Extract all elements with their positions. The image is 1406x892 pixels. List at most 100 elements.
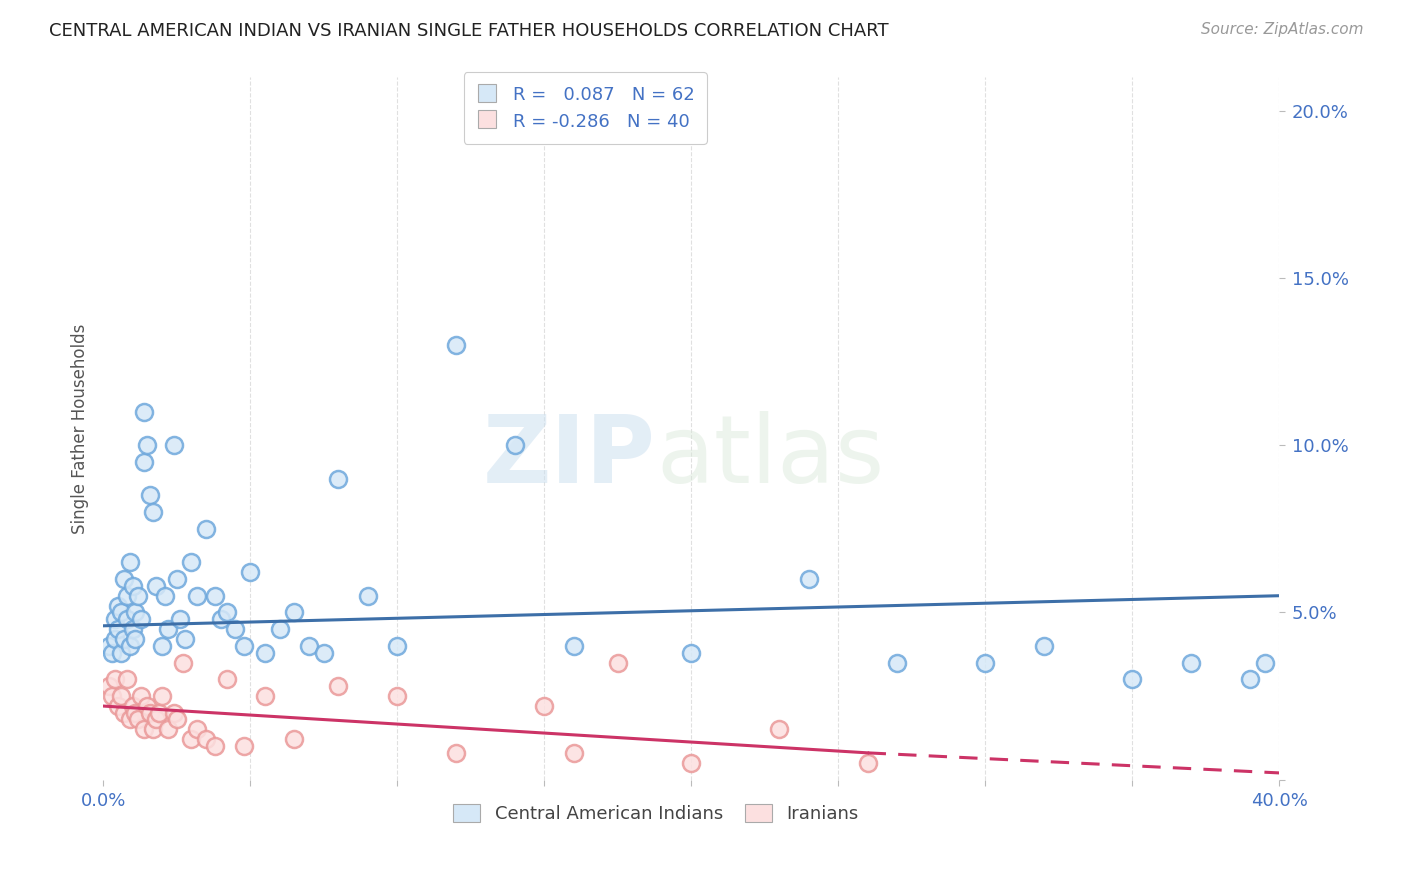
Point bbox=[797, 572, 820, 586]
Point bbox=[139, 488, 162, 502]
Point bbox=[134, 455, 156, 469]
Point bbox=[110, 689, 132, 703]
Point bbox=[886, 656, 908, 670]
Point bbox=[186, 723, 208, 737]
Point bbox=[768, 723, 790, 737]
Point bbox=[209, 612, 232, 626]
Point bbox=[118, 639, 141, 653]
Point bbox=[180, 555, 202, 569]
Point bbox=[156, 723, 179, 737]
Point bbox=[118, 713, 141, 727]
Point bbox=[124, 606, 146, 620]
Point bbox=[328, 679, 350, 693]
Point bbox=[148, 706, 170, 720]
Point bbox=[104, 612, 127, 626]
Point bbox=[150, 639, 173, 653]
Point bbox=[166, 572, 188, 586]
Point bbox=[136, 438, 159, 452]
Point bbox=[1253, 656, 1275, 670]
Point bbox=[127, 713, 149, 727]
Point bbox=[253, 646, 276, 660]
Point bbox=[974, 656, 997, 670]
Point bbox=[172, 656, 194, 670]
Point bbox=[204, 739, 226, 754]
Text: CENTRAL AMERICAN INDIAN VS IRANIAN SINGLE FATHER HOUSEHOLDS CORRELATION CHART: CENTRAL AMERICAN INDIAN VS IRANIAN SINGL… bbox=[49, 22, 889, 40]
Point bbox=[124, 632, 146, 647]
Point bbox=[127, 589, 149, 603]
Point bbox=[110, 646, 132, 660]
Point bbox=[107, 699, 129, 714]
Point bbox=[131, 612, 153, 626]
Point bbox=[121, 579, 143, 593]
Point bbox=[142, 505, 165, 519]
Point bbox=[153, 589, 176, 603]
Point bbox=[269, 622, 291, 636]
Legend: Central American Indians, Iranians: Central American Indians, Iranians bbox=[443, 793, 869, 834]
Point bbox=[195, 522, 218, 536]
Point bbox=[224, 622, 246, 636]
Point bbox=[385, 689, 408, 703]
Point bbox=[328, 472, 350, 486]
Point bbox=[186, 589, 208, 603]
Point bbox=[180, 732, 202, 747]
Point bbox=[118, 555, 141, 569]
Point bbox=[195, 732, 218, 747]
Point bbox=[1121, 673, 1143, 687]
Point bbox=[101, 646, 124, 660]
Point bbox=[121, 699, 143, 714]
Point bbox=[112, 572, 135, 586]
Point bbox=[101, 689, 124, 703]
Point bbox=[131, 689, 153, 703]
Point bbox=[166, 713, 188, 727]
Point bbox=[139, 706, 162, 720]
Y-axis label: Single Father Households: Single Father Households bbox=[72, 323, 89, 533]
Point bbox=[134, 723, 156, 737]
Point bbox=[444, 338, 467, 352]
Point bbox=[169, 612, 191, 626]
Point bbox=[283, 732, 305, 747]
Point bbox=[357, 589, 380, 603]
Point bbox=[104, 673, 127, 687]
Point bbox=[562, 746, 585, 760]
Point bbox=[444, 746, 467, 760]
Point bbox=[121, 622, 143, 636]
Point bbox=[115, 589, 138, 603]
Point bbox=[215, 673, 238, 687]
Text: Source: ZipAtlas.com: Source: ZipAtlas.com bbox=[1201, 22, 1364, 37]
Point bbox=[104, 632, 127, 647]
Point bbox=[233, 739, 256, 754]
Point bbox=[107, 599, 129, 613]
Point bbox=[312, 646, 335, 660]
Point bbox=[215, 606, 238, 620]
Point bbox=[533, 699, 555, 714]
Point bbox=[145, 579, 167, 593]
Point bbox=[98, 639, 121, 653]
Point bbox=[253, 689, 276, 703]
Point bbox=[283, 606, 305, 620]
Point bbox=[1180, 656, 1202, 670]
Point bbox=[112, 706, 135, 720]
Point bbox=[112, 632, 135, 647]
Point bbox=[385, 639, 408, 653]
Point bbox=[156, 622, 179, 636]
Point bbox=[1239, 673, 1261, 687]
Point bbox=[163, 706, 186, 720]
Point bbox=[856, 756, 879, 770]
Point bbox=[98, 679, 121, 693]
Point bbox=[115, 673, 138, 687]
Point bbox=[298, 639, 321, 653]
Point bbox=[174, 632, 197, 647]
Point bbox=[681, 756, 703, 770]
Point bbox=[115, 612, 138, 626]
Point bbox=[1033, 639, 1056, 653]
Text: ZIP: ZIP bbox=[484, 410, 657, 502]
Point bbox=[233, 639, 256, 653]
Point bbox=[239, 566, 262, 580]
Point bbox=[562, 639, 585, 653]
Text: atlas: atlas bbox=[657, 410, 884, 502]
Point bbox=[142, 723, 165, 737]
Point bbox=[204, 589, 226, 603]
Point bbox=[150, 689, 173, 703]
Point bbox=[145, 713, 167, 727]
Point bbox=[681, 646, 703, 660]
